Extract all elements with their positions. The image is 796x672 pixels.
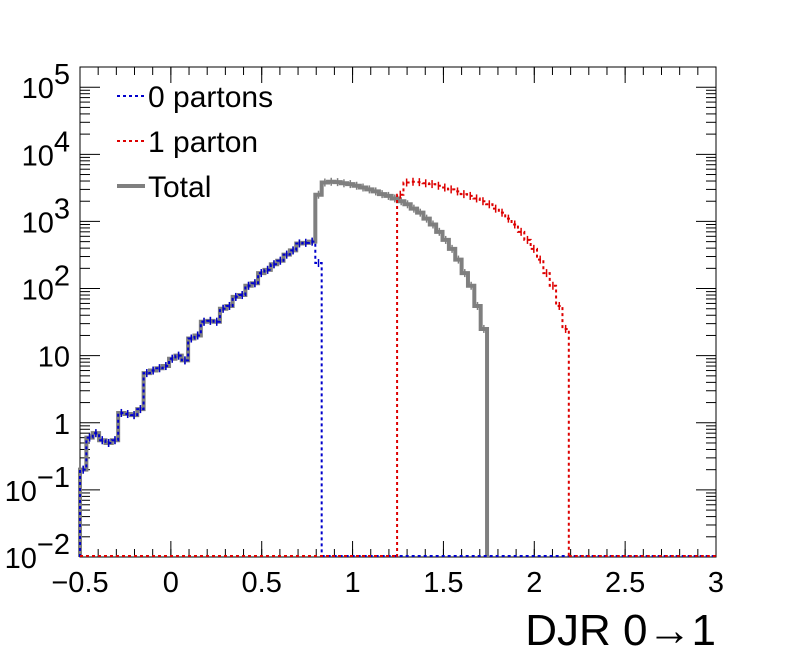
y-tick-exponent: 5 xyxy=(54,59,70,91)
y-tick-base: 10 xyxy=(22,73,54,105)
series-line xyxy=(79,240,323,557)
series-line xyxy=(396,180,570,557)
y-tick-label: 10 4 xyxy=(22,126,70,172)
x-tick-labels: −0.5 0 0.5 1 1.5 2 2.5 3 xyxy=(51,567,724,599)
y-tick-base: 10 xyxy=(5,543,37,575)
x-tick-label: 0.5 xyxy=(242,567,282,599)
legend-entry: 0 partons xyxy=(117,81,273,114)
x-tick-label: 1.5 xyxy=(423,567,463,599)
legend-entry: 1 parton xyxy=(117,126,258,159)
legend-label: 0 partons xyxy=(148,81,273,114)
y-tick-base: 10 xyxy=(5,476,37,508)
legend: 0 partons 1 parton Total xyxy=(117,81,273,204)
y-tick-base: 10 xyxy=(38,342,70,374)
x-tick-label: −0.5 xyxy=(51,567,108,599)
legend-entry: Total xyxy=(117,171,211,204)
y-tick-exponent: −1 xyxy=(37,462,70,494)
y-tick-exponent: 3 xyxy=(54,193,70,225)
y-tick-base: 10 xyxy=(22,207,54,239)
x-tick-label: 0 xyxy=(163,567,179,599)
y-tick-exponent: 4 xyxy=(54,126,70,158)
y-tick-base: 1 xyxy=(54,409,70,441)
legend-label: Total xyxy=(148,171,211,204)
y-tick-label: 1 xyxy=(54,409,70,441)
series-line xyxy=(78,179,490,557)
x-tick-label: 3 xyxy=(708,567,724,599)
y-tick-label: 10 xyxy=(38,342,70,374)
y-tick-label: 10 3 xyxy=(22,193,70,239)
x-tick-label: 2 xyxy=(526,567,542,599)
x-tick-label: 2.5 xyxy=(605,567,645,599)
series-layer xyxy=(78,177,716,557)
legend-label: 1 parton xyxy=(148,126,258,159)
y-tick-exponent: 2 xyxy=(54,261,70,293)
y-tick-exponent: −2 xyxy=(37,529,70,561)
y-tick-label: 10 −1 xyxy=(5,462,70,508)
y-tick-label: 10 5 xyxy=(22,59,70,105)
x-tick-label: 1 xyxy=(345,567,361,599)
y-tick-label: 10 2 xyxy=(22,261,70,307)
y-tick-base: 10 xyxy=(22,140,54,172)
x-axis-title: DJR 0→1 xyxy=(525,606,716,655)
y-tick-base: 10 xyxy=(22,275,54,307)
y-tick-label: 10 −2 xyxy=(5,529,70,575)
axis-ticks xyxy=(79,66,717,558)
